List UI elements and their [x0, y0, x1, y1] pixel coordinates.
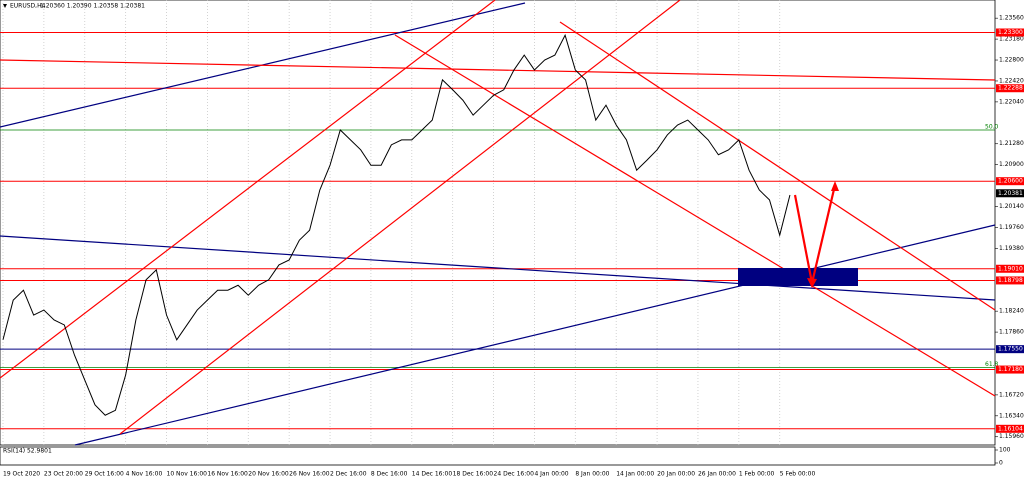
- y-tick-label: 1.16720: [999, 391, 1024, 398]
- y-tick-label: 1.23180: [999, 36, 1024, 43]
- x-tick-label: 14 Dec 16:00: [412, 471, 453, 478]
- x-tick-label: 20 Nov 16:00: [248, 471, 289, 478]
- level-tag-label: 1.22288: [998, 85, 1023, 92]
- rsi-frame: [0, 446, 996, 466]
- x-tick-label: 10 Nov 16:00: [167, 471, 208, 478]
- symbol: EURUSD,H4: [10, 3, 46, 10]
- level-tag: [996, 84, 1024, 93]
- x-tick-label: 4 Jan 00:00: [534, 471, 568, 478]
- trendlines: [0, 0, 996, 446]
- y-tick-label: 1.15960: [999, 433, 1024, 440]
- level-tag: [996, 264, 1024, 273]
- y-tick-label: 1.22420: [999, 77, 1024, 84]
- trendline: [0, 0, 496, 379]
- level-tag: [996, 424, 1024, 433]
- y-tick-label: 1.22040: [999, 98, 1024, 105]
- trendline: [74, 224, 996, 446]
- x-tick-label: 29 Oct 16:00: [85, 471, 124, 478]
- level-tag-label: 1.18798: [998, 277, 1023, 284]
- x-tick-label: 26 Jan 00:00: [698, 471, 736, 478]
- level-tag-label: 1.16104: [998, 425, 1023, 432]
- x-tick-label: 8 Jan 00:00: [575, 471, 609, 478]
- menu-triangle: [3, 4, 7, 8]
- level-tag: [996, 345, 1024, 354]
- level-tag: [996, 177, 1024, 186]
- x-tick-label: 19 Oct 2020: [3, 471, 40, 478]
- x-tick-label: 4 Nov 16:00: [126, 471, 163, 478]
- y-tick-label: 1.22800: [999, 57, 1024, 64]
- y-tick-label: 1.20140: [999, 203, 1024, 210]
- x-tick-label: 14 Jan 00:00: [616, 471, 654, 478]
- y-tick-label: 1.21280: [999, 140, 1024, 147]
- plot-frame: [0, 0, 996, 446]
- x-tick-label: 2 Dec 16:00: [330, 471, 367, 478]
- trendline: [559, 21, 996, 311]
- fib-label: 61.8: [985, 361, 999, 368]
- arrow-head: [831, 181, 839, 191]
- level-tag: [996, 276, 1024, 285]
- x-tick-label: 5 Feb 00:00: [780, 471, 816, 478]
- level-tag-label: 1.23300: [998, 29, 1023, 36]
- rsi-tick-label: 0: [999, 460, 1003, 467]
- trendline: [0, 59, 996, 81]
- y-tick-label: 1.23560: [999, 15, 1024, 22]
- x-tick-label: 18 Dec 16:00: [453, 471, 494, 478]
- x-tick-label: 20 Jan 00:00: [657, 471, 695, 478]
- x-tick-label: 24 Dec 16:00: [494, 471, 535, 478]
- support-zone: [738, 268, 858, 286]
- x-tick-label: 26 Nov 16:00: [289, 471, 330, 478]
- level-tag-label: 1.17550: [998, 346, 1023, 353]
- rsi-title: RSI(14) 52.9801: [3, 448, 52, 455]
- x-tick-label: 1 Feb 00:00: [739, 471, 775, 478]
- level-tag-label: 1.20600: [998, 178, 1023, 185]
- y-tick-label: 1.17860: [999, 329, 1024, 336]
- trendline: [394, 34, 996, 397]
- price-line: [2, 33, 791, 416]
- y-tick-label: 1.20900: [999, 161, 1024, 168]
- ohlc: 1.20360 1.20390 1.20358 1.20381: [40, 3, 145, 10]
- level-tag: [996, 28, 1024, 37]
- level-tag: [996, 365, 1024, 374]
- y-tick-label: 1.19380: [999, 245, 1024, 252]
- fib-label: 50.0: [985, 123, 999, 130]
- level-tag-label: 1.19010: [998, 265, 1023, 272]
- y-tick-label: 1.19760: [999, 224, 1024, 231]
- y-tick-label: 1.18240: [999, 308, 1024, 315]
- rsi-tick-label: 100: [999, 447, 1011, 454]
- trendline: [0, 235, 996, 301]
- x-tick-label: 16 Nov 16:00: [207, 471, 248, 478]
- arrow-head: [807, 278, 817, 288]
- y-tick-label: 1.16340: [999, 412, 1024, 419]
- trendline: [119, 0, 681, 435]
- current-price-tag: [996, 189, 1024, 198]
- level-tag-label: 1.17180: [998, 366, 1023, 373]
- x-tick-label: 8 Dec 16:00: [371, 471, 408, 478]
- x-tick-label: 23 Oct 20:00: [44, 471, 83, 478]
- current-price-label: 1.20381: [998, 190, 1023, 197]
